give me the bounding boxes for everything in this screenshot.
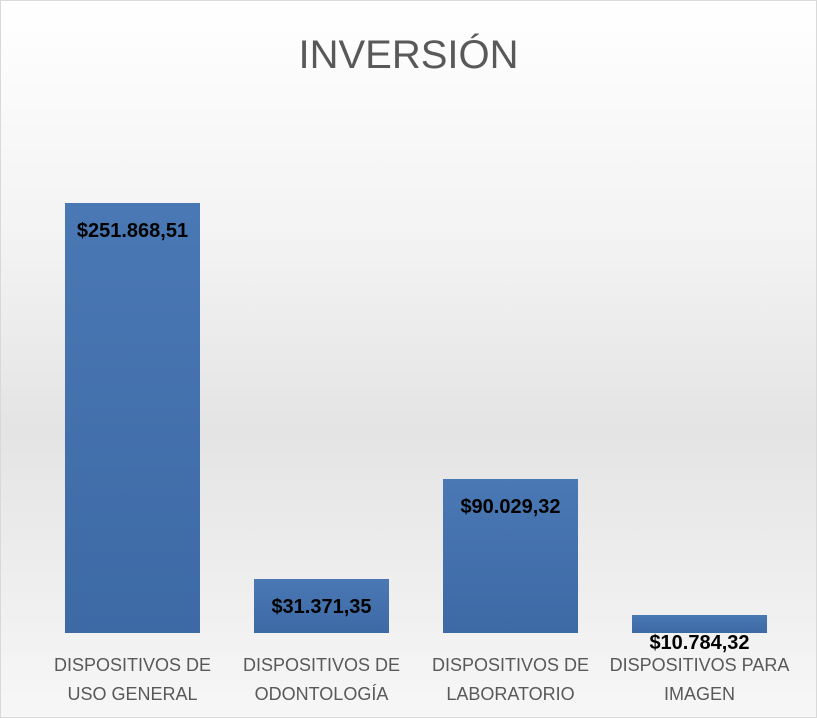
bar [632, 614, 767, 633]
x-tick-label: DISPOSITIVOS DE ODONTOLOGÍA [242, 655, 401, 704]
data-label: $10.784,32 [649, 631, 750, 654]
bar [443, 479, 578, 633]
data-label: $90.029,32 [460, 496, 561, 519]
data-label: $31.371,35 [271, 596, 372, 619]
x-tick-label: DISPOSITIVOS DE USO GENERAL [53, 655, 212, 704]
x-tick-label: DISPOSITIVOS PARA IMAGEN [609, 655, 790, 704]
x-tick-label: DISPOSITIVOS DE LABORATORIO [431, 655, 590, 704]
bar [254, 579, 389, 633]
chart-title: INVERSIÓN [298, 33, 519, 77]
bar [65, 203, 200, 633]
data-label: $251.868,51 [76, 220, 189, 242]
